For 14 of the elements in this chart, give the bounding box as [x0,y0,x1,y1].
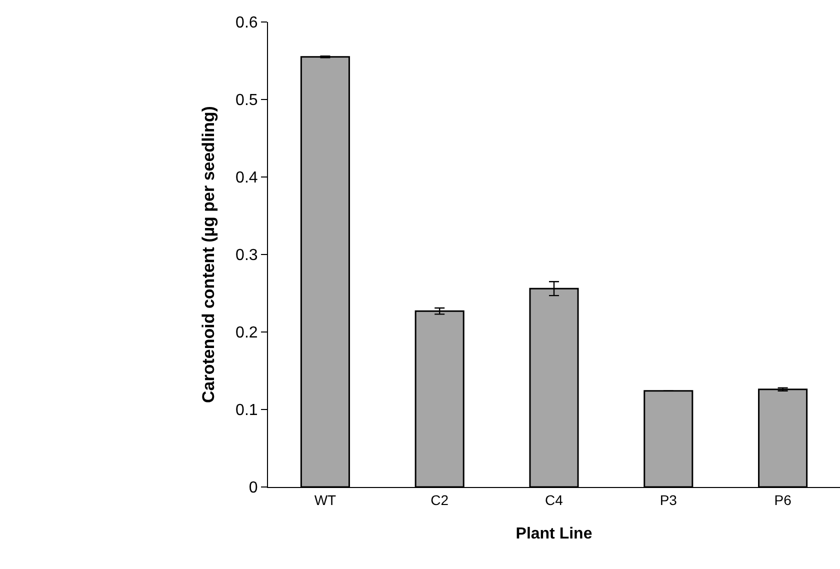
x-tick-label: C2 [430,492,449,508]
x-axis-title: Plant Line [516,526,592,542]
y-tick-label: 0.5 [236,92,258,110]
y-tick-label: 0 [248,480,258,497]
y-axis-title: Carotenoid content (µg per seedling) [199,106,218,403]
x-tick-label: P3 [660,492,678,508]
y-tick-label: 0.3 [236,247,258,264]
x-tick-label: WT [314,492,337,508]
y-tick-label: 0.4 [236,170,258,187]
x-tick-label: C4 [545,492,564,508]
x-tick-label: P6 [774,492,792,508]
y-tick-label: 0.6 [236,14,258,32]
y-tick-label: 0.2 [236,324,258,342]
y-tick-label: 0.1 [236,402,258,420]
